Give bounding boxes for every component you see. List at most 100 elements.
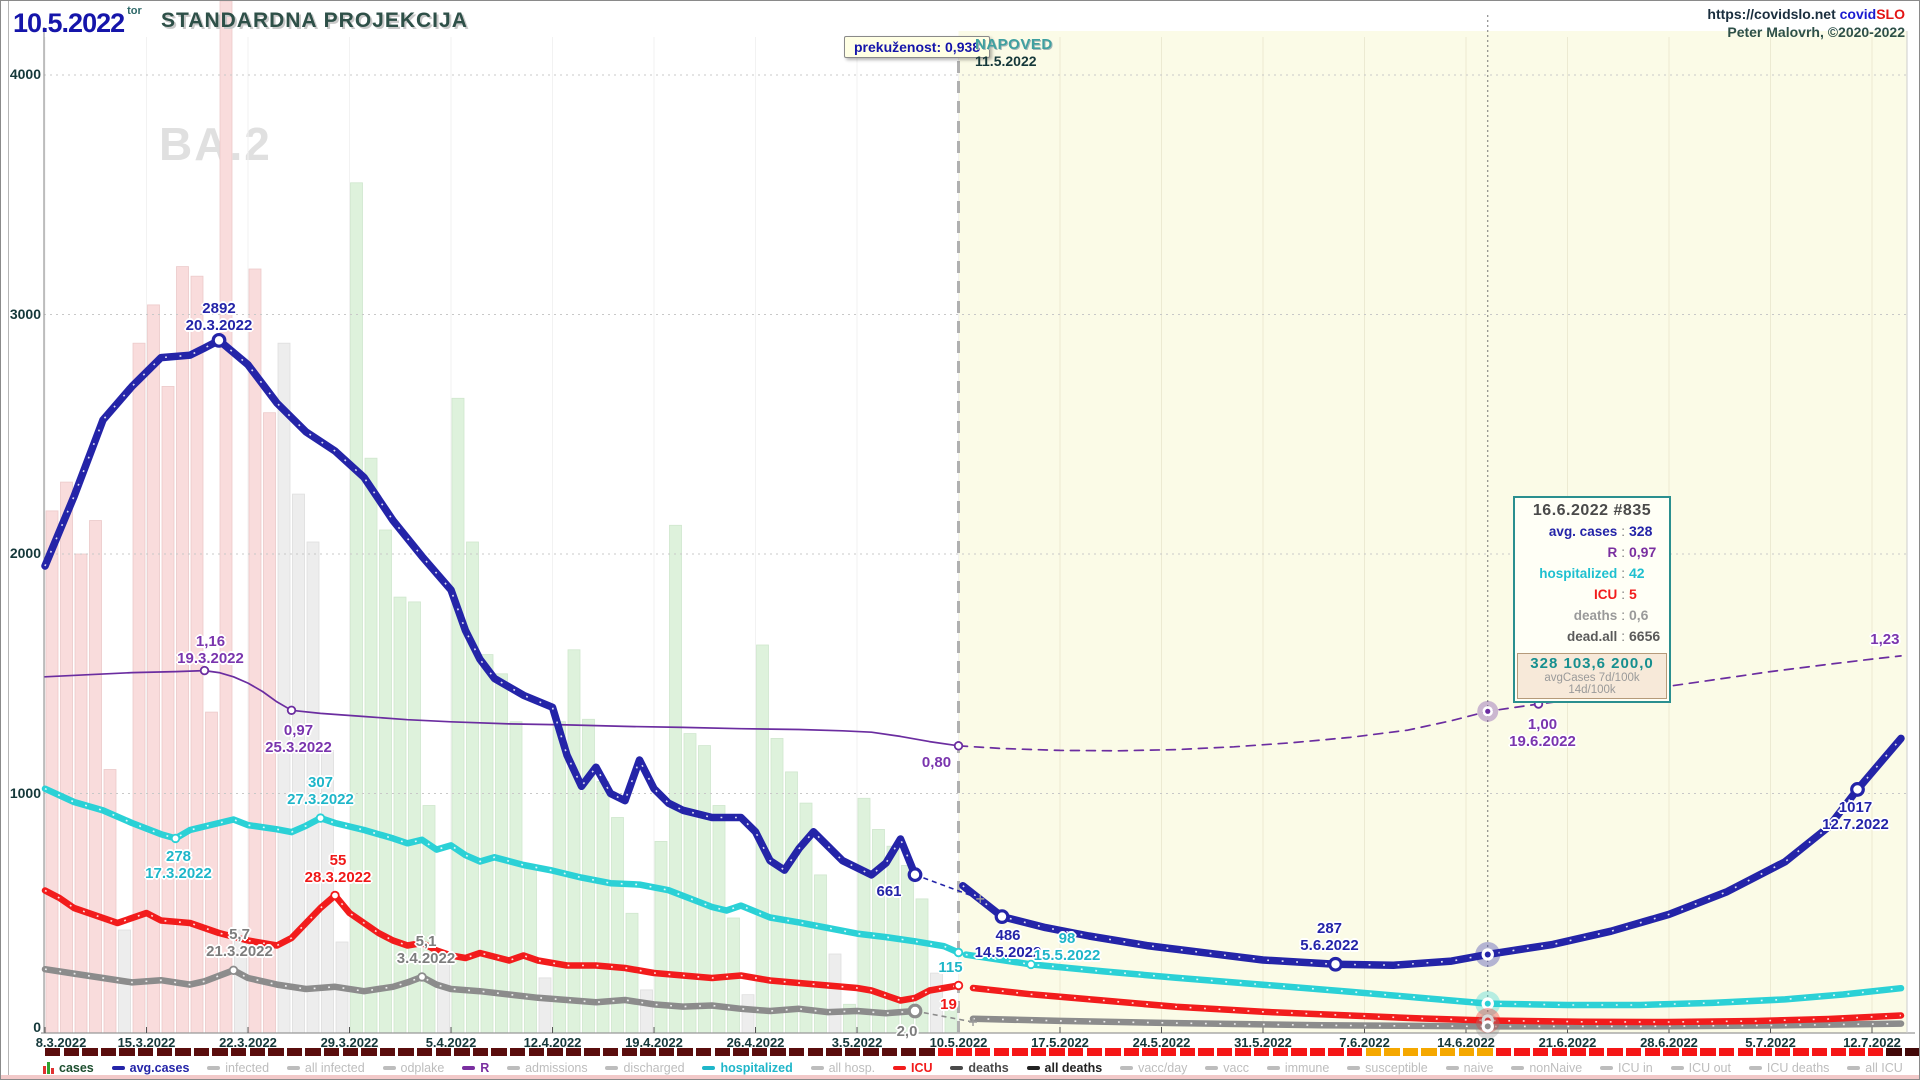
daily-cases-bar [480, 654, 494, 1034]
timeline-strip-dash [1012, 1048, 1028, 1056]
legend-item-immune[interactable]: immune [1266, 1061, 1329, 1075]
timeline-strip-dash [175, 1048, 191, 1056]
daily-cases-bar [553, 721, 566, 1034]
daily-cases-bar [176, 266, 189, 1034]
legend-label: R [480, 1061, 490, 1075]
timeline-strip-dash [1328, 1048, 1344, 1056]
legend-item-all-infected[interactable]: all infected [286, 1061, 365, 1075]
data-point-marker [199, 665, 210, 676]
timeline-strip-dash [1309, 1048, 1326, 1056]
timeline-strip-dash [324, 1048, 340, 1056]
legend-label: naive [1463, 1061, 1494, 1075]
timeline-strip-dash [82, 1048, 98, 1056]
x-tick-label: 24.5.2022 [1132, 1035, 1191, 1050]
legend-item-ICU-out[interactable]: ICU out [1670, 1061, 1731, 1075]
legend-label: hospitalized [720, 1061, 793, 1075]
legend-dash-icon [382, 1066, 396, 1070]
daily-cases-bar [89, 520, 102, 1034]
data-point-marker [315, 813, 326, 823]
timeline-strip-dash [454, 1048, 470, 1056]
legend-item-deaths[interactable]: deaths [950, 1061, 1009, 1075]
x-tick-label: 8.3.2022 [35, 1035, 87, 1050]
series-ICU-line [41, 887, 962, 1004]
daily-cases-bar [509, 721, 523, 1034]
timeline-strip-dash [1793, 1048, 1809, 1056]
site-url[interactable]: https://covidslo.net covidSLO [1707, 6, 1905, 22]
legend-item-ICU[interactable]: ICU [893, 1061, 933, 1075]
legend-item-infected[interactable]: infected [207, 1061, 269, 1075]
legend-item-nonNaive[interactable]: nonNaive [1511, 1061, 1582, 1075]
timeline-strip-dash [1123, 1048, 1140, 1056]
daily-cases-bar [698, 745, 711, 1034]
daily-cases-bar [712, 805, 726, 1034]
timeline-strip-dash [1402, 1048, 1419, 1056]
data-point-marker [907, 1003, 923, 1019]
timeline-strip-dash [1905, 1048, 1919, 1056]
timeline-strip-dash [1700, 1048, 1716, 1056]
window-bottom-strip [1, 1075, 1919, 1079]
legend-item-all-ICU[interactable]: all ICU [1847, 1061, 1903, 1075]
legend-dash-icon [507, 1066, 521, 1070]
legend-label: odplake [400, 1061, 445, 1075]
x-tick-label: 15.3.2022 [117, 1035, 176, 1050]
data-point-marker [330, 890, 340, 901]
legend-dash-icon [1511, 1066, 1525, 1070]
daily-cases-bar [451, 397, 465, 1034]
legend-item-R[interactable]: R [462, 1061, 489, 1075]
legend-item-hospitalized[interactable]: hospitalized [702, 1061, 793, 1075]
legend-dash-icon [605, 1066, 619, 1070]
legend-item-discharged[interactable]: discharged [605, 1061, 685, 1075]
timeline-strip-dash [584, 1048, 600, 1056]
daily-cases-bar [930, 972, 943, 1034]
legend-item-cases[interactable]: cases [43, 1061, 94, 1075]
projection-info-box: 16.6.2022 #835 avg. cases:328 R:0,97 hospi… [1513, 496, 1671, 703]
legend-item-vacc-day[interactable]: vacc/day [1120, 1061, 1187, 1075]
legend-item-vacc[interactable]: vacc [1205, 1061, 1249, 1075]
timeline-strip-dash [1626, 1048, 1642, 1056]
daily-cases-bar [640, 989, 653, 1034]
daily-cases-bar [770, 738, 784, 1034]
x-tick-label: 3.5.2022 [831, 1035, 883, 1050]
legend-item-all-hosp-[interactable]: all hosp. [810, 1061, 875, 1075]
legend-dash-icon [810, 1066, 824, 1070]
timeline-strip-dash [268, 1048, 284, 1056]
data-point-marker [228, 965, 239, 975]
legend-item-all-deaths[interactable]: all deaths [1026, 1061, 1102, 1075]
brand-covid: covid [1839, 6, 1877, 22]
legend-dash-icon [1266, 1066, 1280, 1070]
timeline-strip-dash [212, 1048, 228, 1056]
legend-item-ICU-deaths[interactable]: ICU deaths [1748, 1061, 1829, 1075]
daily-cases-bar [538, 977, 552, 1034]
data-point-marker [170, 833, 181, 844]
legend-label: nonNaive [1529, 1061, 1583, 1075]
legend-item-ICU-in[interactable]: ICU in [1600, 1061, 1653, 1075]
series-avg.cases-forecast [959, 734, 1905, 969]
timeline-strip-dash [1365, 1048, 1381, 1056]
timeline-strip-dash [1254, 1048, 1270, 1056]
legend-item-avg-cases[interactable]: avg.cases [111, 1061, 190, 1075]
legend-item-naive[interactable]: naive [1445, 1061, 1494, 1075]
legend-label: avg.cases [129, 1061, 190, 1075]
legend-item-admissions[interactable]: admissions [507, 1061, 588, 1075]
legend-label: vacc [1223, 1061, 1249, 1075]
x-tick-label: 21.6.2022 [1538, 1035, 1597, 1050]
timeline-strip-dash [640, 1048, 656, 1056]
variant-watermark: BA.2 [159, 118, 272, 170]
timeline-strip-dash [919, 1048, 935, 1056]
daily-cases-bar [45, 510, 59, 1034]
legend-label: all infected [304, 1061, 365, 1075]
timeline-strip-dash [193, 1048, 210, 1056]
daily-cases-bar [132, 342, 146, 1034]
legend-item-susceptible[interactable]: susceptible [1347, 1061, 1428, 1075]
url-text[interactable]: https://covidslo.net [1707, 6, 1836, 22]
data-point-marker [1328, 956, 1343, 972]
timeline-strip-dash [1514, 1048, 1530, 1056]
timeline-strip-dash [696, 1048, 712, 1056]
daily-cases-bar [364, 457, 378, 1034]
timeline-strip-dash [472, 1048, 489, 1056]
legend-item-odplake[interactable]: odplake [382, 1061, 445, 1075]
timeline-strip-dash [1607, 1048, 1623, 1056]
x-tick-label: 14.6.2022 [1437, 1035, 1495, 1050]
current-date: 10.5.2022 tor [13, 5, 142, 39]
